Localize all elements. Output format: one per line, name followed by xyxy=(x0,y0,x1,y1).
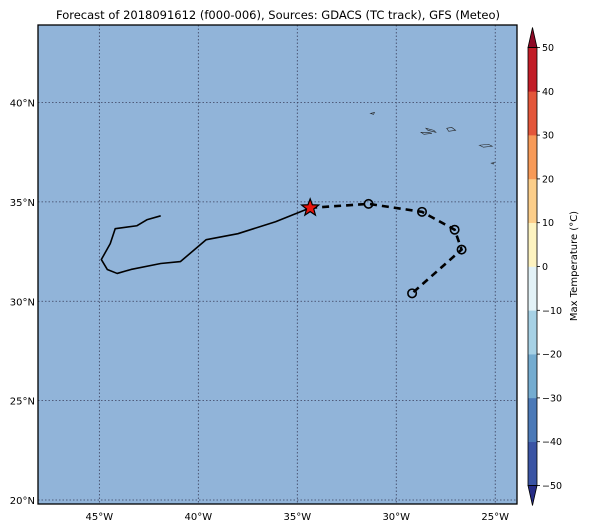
colorbar-tick-label: −10 xyxy=(542,306,562,317)
island-outline xyxy=(446,127,457,132)
forecast-points xyxy=(363,198,467,299)
lon-tick-label: 45°W xyxy=(86,512,114,523)
colorbar-tick-label: 20 xyxy=(542,174,554,185)
colorbar-segment xyxy=(528,135,537,180)
lat-tick-label: 25°N xyxy=(10,397,35,408)
island-outline xyxy=(420,132,432,135)
lat-tick-label: 40°N xyxy=(10,99,35,110)
current-position-star-icon xyxy=(299,197,321,217)
colorbar-tick-label: −30 xyxy=(542,393,562,404)
colorbar-segment xyxy=(528,397,537,442)
forecast-track-line xyxy=(310,202,464,295)
lon-tick-label: 40°W xyxy=(185,512,213,523)
longitude-labels: 45°W 40°W 35°W 30°W 25°W xyxy=(86,512,510,523)
forecast-point-marker xyxy=(456,244,467,255)
colorbar-segment xyxy=(528,222,537,267)
colorbar-segments xyxy=(527,27,538,506)
forecast-point-marker xyxy=(407,288,418,299)
colorbar-tick-label: 30 xyxy=(542,131,554,142)
colorbar-min-extension xyxy=(527,485,538,506)
colorbar-segment xyxy=(528,91,537,136)
storm-tracks xyxy=(100,197,467,299)
colorbar: 50 40 30 20 10 0 −10 −20 −30 −40 −50 Max Temperatu… xyxy=(527,27,580,506)
island-outline xyxy=(424,127,437,133)
colorbar-segment xyxy=(528,310,537,355)
lat-tick-label: 20°N xyxy=(10,496,35,507)
colorbar-segment xyxy=(528,441,537,486)
colorbar-segment xyxy=(528,178,537,223)
colorbar-tick-label: −50 xyxy=(542,481,562,492)
colorbar-tick-label: 40 xyxy=(542,87,554,98)
colorbar-tick-label: 0 xyxy=(542,262,548,273)
forecast-point-marker xyxy=(363,198,374,209)
figure-title: Forecast of 2018091612 (f000-006), Sourc… xyxy=(56,8,500,22)
colorbar-tick-label: 10 xyxy=(542,218,554,229)
lon-tick-label: 35°W xyxy=(283,512,311,523)
azores-islands xyxy=(369,112,495,165)
colorbar-label: Max Temperature (°C) xyxy=(569,211,580,321)
colorbar-segment xyxy=(528,266,537,311)
past-track-line xyxy=(100,207,311,275)
colorbar-tick-label: 50 xyxy=(542,43,554,54)
latitude-labels: 20°N 25°N 30°N 35°N 40°N xyxy=(10,99,35,508)
lon-tick-label: 30°W xyxy=(382,512,410,523)
lat-tick-label: 30°N xyxy=(10,297,35,308)
island-outline xyxy=(490,162,495,165)
colorbar-ticks: 50 40 30 20 10 0 −10 −20 −30 −40 −50 xyxy=(537,43,562,492)
colorbar-tick-label: −20 xyxy=(542,350,562,361)
map-frame xyxy=(37,24,518,505)
colorbar-segment xyxy=(528,354,537,399)
lon-tick-label: 25°W xyxy=(481,512,509,523)
graticule xyxy=(38,25,517,504)
island-outline xyxy=(478,143,494,148)
forecast-point-marker xyxy=(449,224,460,235)
colorbar-segment xyxy=(528,47,537,92)
island-outline xyxy=(369,112,376,115)
colorbar-max-extension xyxy=(527,27,538,48)
lat-tick-label: 35°N xyxy=(10,198,35,209)
forecast-point-marker xyxy=(416,206,427,217)
map-panel: 45°W 40°W 35°W 30°W 25°W 20°N 25°N 30°N 35°N 40°… xyxy=(10,24,518,523)
colorbar-tick-label: −40 xyxy=(542,437,562,448)
ocean-background xyxy=(38,25,517,504)
